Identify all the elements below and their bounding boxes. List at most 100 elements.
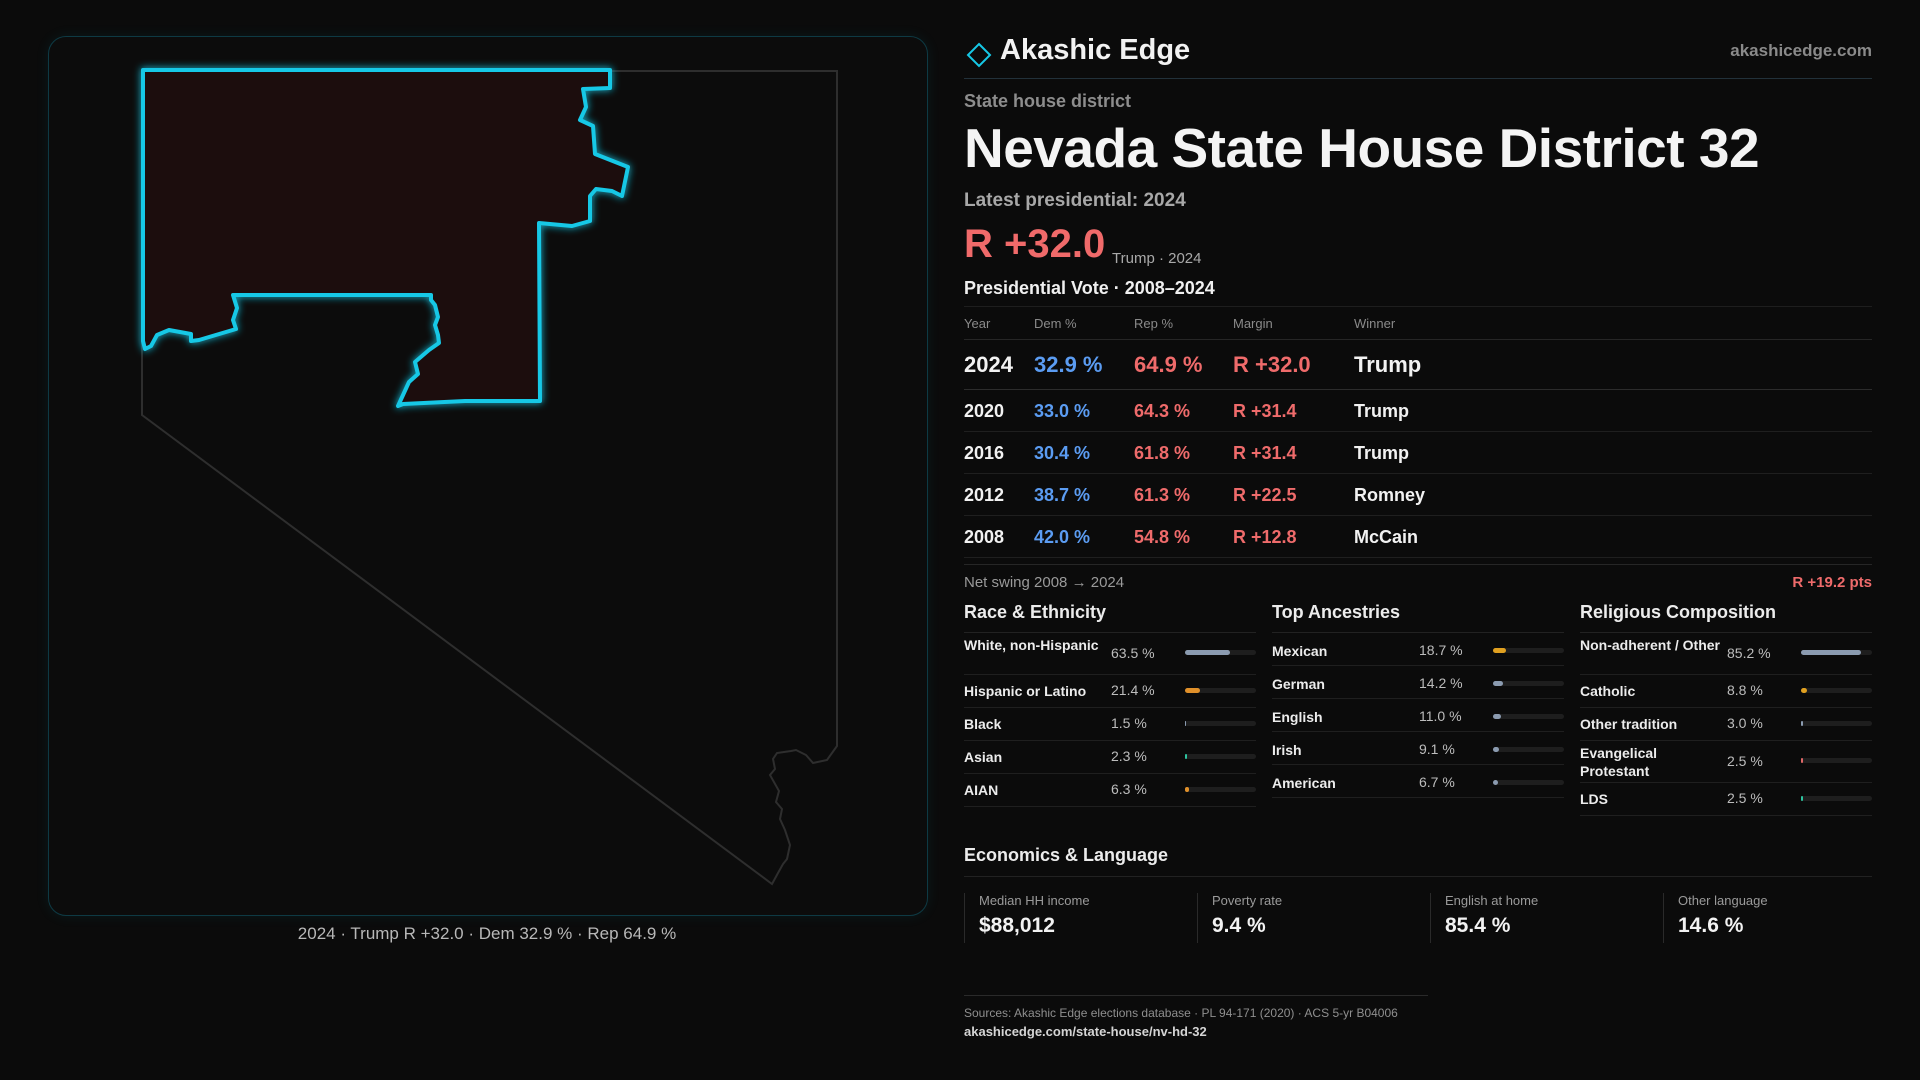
list-item: White, non-Hispanic 63.5 % (964, 633, 1256, 675)
row-year: 2016 (964, 443, 1005, 463)
stat-label: Other language (1678, 893, 1768, 908)
col-margin: Margin (1233, 316, 1273, 331)
race-value: 21.4 % (1111, 682, 1155, 698)
row-rep: 64.3 % (1134, 401, 1191, 421)
sources-url[interactable]: akashicedge.com/state-house/nv-hd-32 (964, 1024, 1207, 1039)
race-ethnicity-title: Race & Ethnicity (964, 602, 1256, 633)
stat-value: 85.4 % (1445, 914, 1511, 937)
row-rep: 61.3 % (1134, 485, 1191, 505)
list-item: German 14.2 % (1272, 666, 1564, 699)
race-bar-fill (1185, 787, 1190, 792)
latest-presidential: Latest presidential: 2024 (964, 190, 1186, 211)
race-bar (1185, 787, 1256, 792)
row-rep: 61.8 % (1134, 443, 1191, 463)
stat-value: $88,012 (979, 914, 1055, 937)
race-value: 1.5 % (1111, 715, 1147, 731)
list-item: Mexican 18.7 % (1272, 633, 1564, 666)
ancestry-label: English (1272, 709, 1323, 725)
ancestry-bar (1493, 780, 1564, 785)
ancestry-value: 14.2 % (1419, 675, 1463, 691)
district-outline[interactable] (141, 68, 630, 408)
religion-label: Other tradition (1580, 716, 1678, 732)
religion-value: 2.5 % (1727, 753, 1763, 769)
sources-line: Sources: Akashic Edge elections database… (964, 1006, 1398, 1020)
row-winner: Trump (1354, 352, 1422, 377)
ancestry-bar (1493, 747, 1564, 752)
race-label: Hispanic or Latino (964, 683, 1087, 699)
ancestry-label: American (1272, 775, 1336, 791)
brand-name[interactable]: Akashic Edge (1000, 34, 1191, 66)
ancestry-label: Mexican (1272, 643, 1328, 659)
brand-header: Akashic Edge akashicedge.com (964, 34, 1872, 79)
religion-label: Catholic (1580, 683, 1636, 699)
religion-label: Evangelical Protestant (1580, 745, 1658, 779)
race-value: 63.5 % (1111, 645, 1155, 661)
row-dem: 38.7 % (1034, 485, 1091, 505)
race-bar-fill (1185, 754, 1187, 759)
stat-card-poverty: Poverty rate 9.4 % (1197, 893, 1415, 943)
religion-bar (1801, 758, 1872, 763)
ancestry-bar (1493, 714, 1564, 719)
row-margin: R +31.4 (1233, 443, 1297, 463)
row-dem: 30.4 % (1034, 443, 1091, 463)
table-row: 2012 38.7 % 61.3 % R +22.5 Romney (964, 474, 1872, 516)
row-margin: R +31.4 (1233, 401, 1297, 421)
net-swing-label: Net swing 2008 → 2024 (964, 574, 1125, 591)
religion-bar-fill (1801, 688, 1808, 693)
list-item: Catholic 8.8 % (1580, 675, 1872, 708)
col-winner: Winner (1354, 316, 1396, 331)
ancestry-bar-fill (1493, 681, 1504, 686)
race-label: Asian (964, 749, 1003, 765)
religion-label: Non-adherent / Other (1580, 637, 1721, 653)
race-bar (1185, 688, 1256, 693)
row-winner: McCain (1354, 527, 1419, 547)
row-margin: R +32.0 (1233, 352, 1311, 377)
race-label: White, non-Hispanic (964, 637, 1099, 653)
row-year: 2024 (964, 352, 1013, 377)
economics-section: Median HH income $88,012 Poverty rate 9.… (964, 876, 1872, 943)
table-row: 2016 30.4 % 61.8 % R +31.4 Trump (964, 432, 1872, 474)
list-item: English 11.0 % (1272, 699, 1564, 732)
ancestry-bar (1493, 681, 1564, 686)
stat-value: 9.4 % (1212, 914, 1266, 937)
headline-margin: R +32.0 (964, 222, 1106, 266)
row-margin: R +12.8 (1233, 527, 1297, 547)
race-label: Black (964, 716, 1002, 732)
religion-section: Religious Composition Non-adherent / Oth… (1580, 602, 1872, 816)
religion-bar-fill (1801, 796, 1803, 801)
religion-title: Religious Composition (1580, 602, 1872, 633)
col-dem: Dem % (1034, 316, 1077, 331)
race-value: 6.3 % (1111, 781, 1147, 797)
ancestry-bar-fill (1493, 648, 1507, 653)
list-item: Evangelical Protestant 2.5 % (1580, 741, 1872, 783)
headline-margin-sub: Trump · 2024 (1112, 250, 1202, 267)
race-bar-fill (1185, 688, 1201, 693)
list-item: Non-adherent / Other 85.2 % (1580, 633, 1872, 675)
ancestry-value: 11.0 % (1419, 708, 1462, 724)
stat-value: 14.6 % (1678, 914, 1744, 937)
religion-bar (1801, 688, 1872, 693)
ancestries-title: Top Ancestries (1272, 602, 1564, 633)
list-item: AIAN 6.3 % (964, 774, 1256, 807)
row-winner: Romney (1354, 485, 1426, 505)
ancestry-value: 9.1 % (1419, 741, 1455, 757)
ancestry-bar-fill (1493, 747, 1500, 752)
row-winner: Trump (1354, 443, 1410, 463)
district-map-panel[interactable] (48, 36, 928, 916)
stat-label: English at home (1445, 893, 1539, 908)
stat-card-other-language: Other language 14.6 % (1663, 893, 1881, 943)
race-bar (1185, 650, 1256, 655)
row-winner: Trump (1354, 401, 1410, 421)
district-map (141, 68, 838, 886)
religion-value: 3.0 % (1727, 715, 1763, 731)
row-dem: 33.0 % (1034, 401, 1091, 421)
race-bar-fill (1185, 721, 1187, 726)
brand-url[interactable]: akashicedge.com (1730, 41, 1872, 60)
religion-bar-fill (1801, 758, 1803, 763)
net-swing: Net swing 2008 → 2024 R +19.2 pts (964, 564, 1872, 591)
col-rep: Rep % (1134, 316, 1174, 331)
ancestries-section: Top Ancestries Mexican 18.7 % German 14.… (1272, 602, 1564, 798)
religion-value: 2.5 % (1727, 790, 1763, 806)
col-year: Year (964, 316, 991, 331)
presidential-vote-table: Year Dem % Rep % Margin Winner 2024 32.9… (964, 306, 1872, 558)
